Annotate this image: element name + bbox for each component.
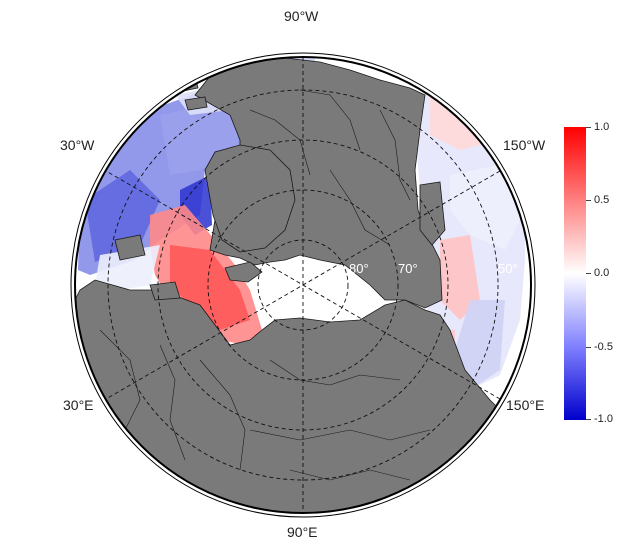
lon-label-90e: 90°E	[287, 524, 318, 540]
colorbar-label-min: -1.0	[594, 413, 613, 425]
colorbar-label-half: 0.5	[594, 194, 610, 206]
colorbar	[564, 127, 586, 420]
lon-label-90w: 90°W	[284, 8, 319, 24]
lat-label-80: 80°	[349, 261, 369, 276]
map-disc	[75, 57, 531, 513]
country-borders	[99, 89, 431, 481]
lon-label-150e: 150°E	[506, 397, 545, 413]
land-masses	[75, 57, 531, 513]
graticule	[105, 57, 501, 513]
lon-label-150w: 150°W	[503, 137, 546, 153]
map-frame	[74, 56, 532, 514]
lon-label-30w: 30°W	[60, 137, 95, 153]
lon-label-30e: 30°E	[63, 397, 94, 413]
colorbar-label-neg-half: -0.5	[594, 341, 613, 353]
colorbar-label-max: 1.0	[594, 121, 610, 133]
colorbar-label-zero: 0.0	[594, 267, 610, 279]
lat-label-70: 70°	[398, 261, 418, 276]
lat-label-50: 50°	[498, 261, 518, 276]
